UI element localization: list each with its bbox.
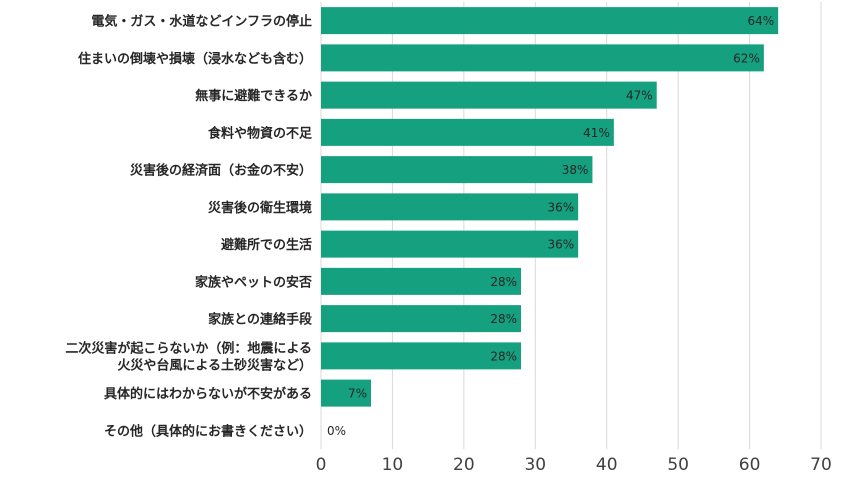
x-tick-label: 30 bbox=[524, 455, 546, 473]
bar bbox=[321, 379, 371, 407]
category-label: 食料や物資の不足 bbox=[208, 125, 313, 141]
x-tick-label: 70 bbox=[810, 455, 832, 473]
data-label: 47% bbox=[626, 89, 653, 103]
bar bbox=[321, 342, 521, 370]
data-label: 7% bbox=[348, 387, 367, 401]
category-label: 災害後の経済面（お金の不安） bbox=[130, 163, 312, 179]
category-label: 電気・ガス・水道などインフラの停止 bbox=[91, 14, 312, 30]
bar bbox=[321, 193, 579, 221]
category-label: 無事に避難できるか bbox=[195, 88, 312, 104]
x-tick-label: 40 bbox=[596, 455, 618, 473]
category-label: 災害後の衛生環境 bbox=[208, 200, 312, 216]
bar bbox=[321, 305, 521, 333]
data-label: 28% bbox=[490, 349, 517, 363]
data-label: 28% bbox=[490, 275, 517, 289]
x-tick-label: 0 bbox=[316, 455, 327, 473]
category-label: 二次災害が起こらないか（例：地震による火災や台風による土砂災害など） bbox=[65, 340, 312, 373]
x-tick-label: 50 bbox=[667, 455, 689, 473]
x-tick-label: 20 bbox=[453, 455, 475, 473]
data-label: 64% bbox=[747, 14, 774, 28]
category-label: その他（具体的にお書きください） bbox=[104, 423, 312, 439]
x-tick-label: 60 bbox=[739, 455, 761, 473]
data-label: 28% bbox=[490, 312, 517, 326]
x-axis-tick-labels: 0 10 20 30 40 50 60 70 bbox=[316, 455, 832, 475]
bars bbox=[321, 7, 779, 407]
category-label: 住まいの倒壊や損壊（浸水なども含む） bbox=[78, 51, 312, 67]
category-label: 家族やペットの安否 bbox=[195, 274, 312, 290]
category-label: 家族との連絡手段 bbox=[208, 312, 312, 328]
data-label: 0% bbox=[327, 424, 346, 438]
data-label: 38% bbox=[562, 163, 589, 177]
category-label: 具体的にはわからないが不安がある bbox=[104, 386, 312, 402]
bar bbox=[321, 118, 614, 146]
data-label: 36% bbox=[547, 238, 574, 252]
data-labels: 64% 62% 47% 41% 38% 36% 36% 28% 28% 28% 7% 0% bbox=[327, 14, 774, 438]
x-tick-label: 10 bbox=[382, 455, 404, 473]
grid-lines bbox=[320, 2, 822, 449]
data-label: 41% bbox=[583, 126, 610, 140]
data-label: 36% bbox=[547, 200, 574, 214]
bar bbox=[321, 156, 593, 184]
data-label: 62% bbox=[733, 51, 760, 65]
bar bbox=[321, 7, 779, 35]
bar bbox=[321, 44, 764, 72]
bar bbox=[321, 267, 521, 295]
category-label: 避難所での生活 bbox=[221, 237, 312, 253]
bar bbox=[321, 81, 657, 109]
bar bbox=[321, 230, 579, 258]
